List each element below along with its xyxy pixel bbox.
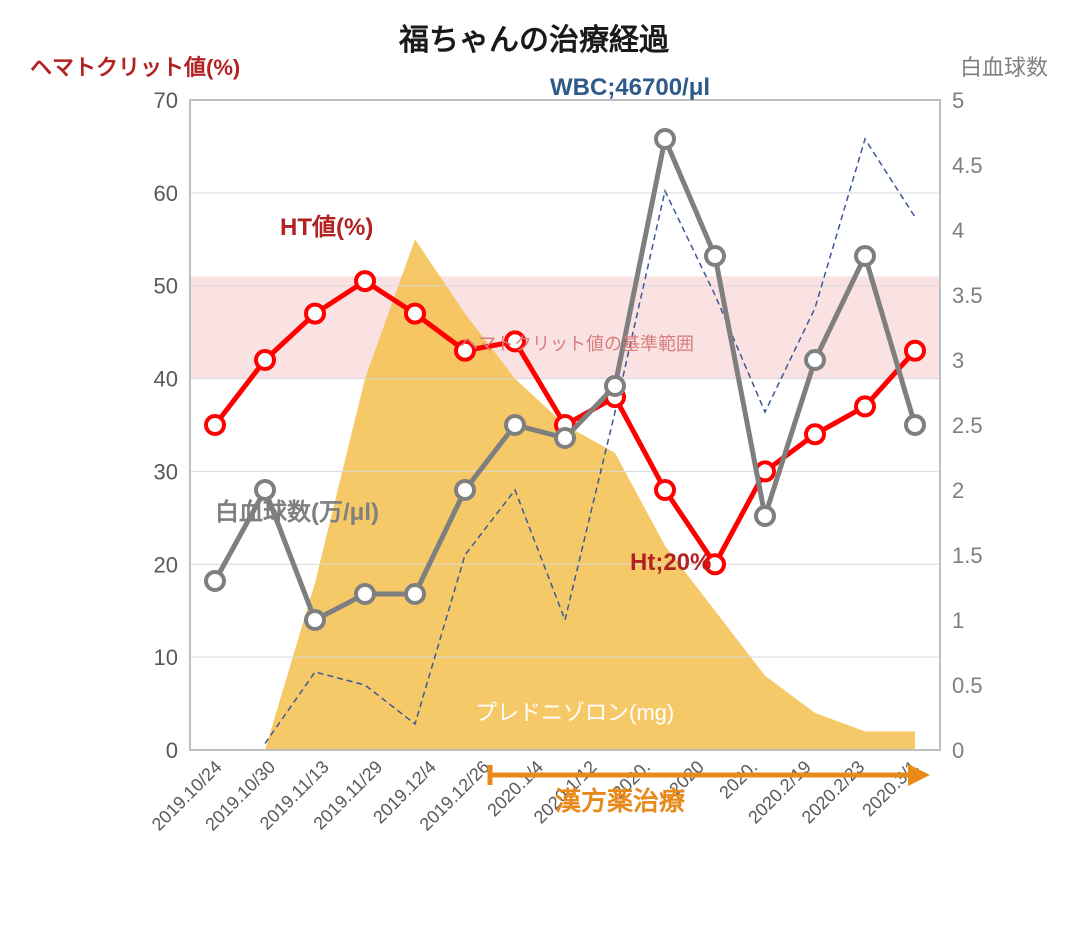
wbc-marker — [556, 429, 574, 447]
x-tick: 2020. — [715, 757, 761, 803]
y-right-label: 白血球数 — [960, 55, 1048, 80]
annotation-pred_label: プレドニゾロン(mg) — [475, 700, 674, 725]
y-left-tick: 10 — [154, 645, 178, 670]
y-right-tick: 2 — [952, 478, 964, 503]
wbc-marker — [406, 585, 424, 603]
y-right-tick: 3.5 — [952, 283, 983, 308]
y-right-tick: 4 — [952, 218, 964, 243]
ht-marker — [806, 425, 824, 443]
y-right-tick: 3 — [952, 348, 964, 373]
y-left-tick: 40 — [154, 367, 178, 392]
y-left-tick: 50 — [154, 274, 178, 299]
ht-marker — [356, 272, 374, 290]
annotation-kampo_label: 漢方薬治療 — [555, 786, 686, 816]
y-right-tick: 1 — [952, 608, 964, 633]
y-left-tick: 0 — [166, 738, 178, 763]
ht-marker — [206, 416, 224, 434]
y-left-tick: 30 — [154, 459, 178, 484]
y-left-tick: 20 — [154, 552, 178, 577]
kampo-arrow-head — [908, 764, 930, 786]
wbc-marker — [306, 611, 324, 629]
annotation-ht_low: Ht;20% — [630, 549, 711, 576]
y-right-tick: 1.5 — [952, 543, 983, 568]
x-tick: 2020.3/1 — [858, 757, 922, 821]
y-left-tick: 60 — [154, 181, 178, 206]
wbc-marker — [706, 247, 724, 265]
annotation-wbc_peak: WBC;46700/μl — [550, 74, 710, 101]
ht-marker — [856, 397, 874, 415]
y-right-tick: 5 — [952, 88, 964, 113]
y-left-label: ヘマトクリット値(%) — [30, 55, 240, 80]
ht-marker — [906, 342, 924, 360]
y-right-tick: 4.5 — [952, 153, 983, 178]
y-right-tick: 2.5 — [952, 413, 983, 438]
y-right-tick: 0.5 — [952, 673, 983, 698]
wbc-marker — [656, 130, 674, 148]
chart-title: 福ちゃんの治療経過 — [398, 23, 670, 57]
wbc-marker — [206, 572, 224, 590]
chart-svg: 福ちゃんの治療経過ヘマトクリット値(%)白血球数0102030405060700… — [0, 0, 1068, 932]
ht-marker — [256, 351, 274, 369]
wbc-marker — [256, 481, 274, 499]
wbc-marker — [606, 377, 624, 395]
annotation-ht_label: HT値(%) — [280, 214, 373, 241]
y-left-tick: 70 — [154, 88, 178, 113]
wbc-marker — [806, 351, 824, 369]
ht-marker — [656, 481, 674, 499]
ht-marker — [406, 305, 424, 323]
wbc-marker — [856, 247, 874, 265]
y-right-tick: 0 — [952, 738, 964, 763]
treatment-chart: 福ちゃんの治療経過ヘマトクリット値(%)白血球数0102030405060700… — [0, 0, 1068, 932]
ht-marker — [306, 305, 324, 323]
wbc-marker — [906, 416, 924, 434]
wbc-marker — [456, 481, 474, 499]
wbc-marker — [756, 507, 774, 525]
wbc-marker — [356, 585, 374, 603]
wbc-marker — [506, 416, 524, 434]
annotation-wbc_label: 白血球数(万/μl) — [215, 498, 379, 526]
annotation-ref_label: ヘマトクリット値の基準範囲 — [460, 334, 694, 354]
